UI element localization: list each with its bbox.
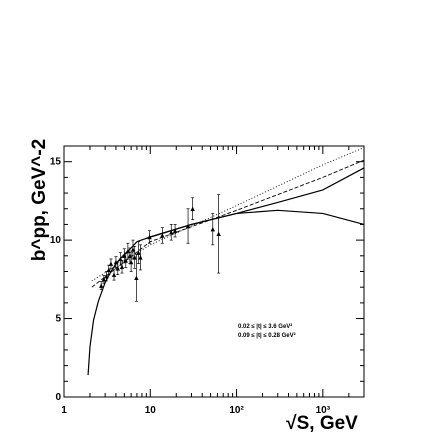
data-point xyxy=(108,261,114,266)
data-point xyxy=(172,228,178,233)
data-point xyxy=(99,283,104,288)
data-point xyxy=(123,258,128,263)
x-tick-label: 10 xyxy=(145,405,157,416)
data-point xyxy=(115,266,120,271)
data-point xyxy=(101,277,107,282)
x-tick-label: 10³ xyxy=(316,405,331,416)
y-tick-label: 15 xyxy=(50,157,62,168)
data-point xyxy=(111,272,117,277)
curve-dotted xyxy=(91,147,365,282)
data-point xyxy=(104,274,109,279)
data-point xyxy=(210,226,215,232)
data-point xyxy=(125,248,131,254)
curve-dashed xyxy=(91,159,365,288)
data-point xyxy=(128,259,134,265)
data-point xyxy=(138,255,143,260)
x-axis-title: √S, GeV xyxy=(286,413,358,434)
y-axis-title: b^pp, GeV^-2 xyxy=(29,139,50,261)
data-point xyxy=(160,233,165,238)
y-tick-label: 0 xyxy=(55,392,61,403)
data-point xyxy=(118,256,123,262)
annotation-2: 0.09 ≤ |t| ≤ 0.28 GeV² xyxy=(238,332,296,339)
data-point xyxy=(216,231,221,237)
x-tick-label: 1 xyxy=(61,405,67,416)
data-point xyxy=(113,259,119,265)
annotation-1: 0.02 ≤ |t| ≤ 3.6 GeV² xyxy=(238,323,292,330)
data-point xyxy=(130,247,136,252)
data-point xyxy=(147,234,152,240)
data-point xyxy=(119,264,125,269)
data-point xyxy=(169,230,174,235)
y-tick-label: 10 xyxy=(50,235,62,246)
data-point xyxy=(190,206,195,211)
data-point xyxy=(106,267,111,273)
curve-solid xyxy=(150,209,365,238)
data-point xyxy=(132,255,137,260)
data-point xyxy=(122,253,127,259)
y-tick-label: 5 xyxy=(55,314,61,325)
data-point xyxy=(134,275,139,280)
data-point xyxy=(185,223,191,229)
data-point xyxy=(136,250,141,255)
x-tick-label: 10² xyxy=(229,405,244,416)
